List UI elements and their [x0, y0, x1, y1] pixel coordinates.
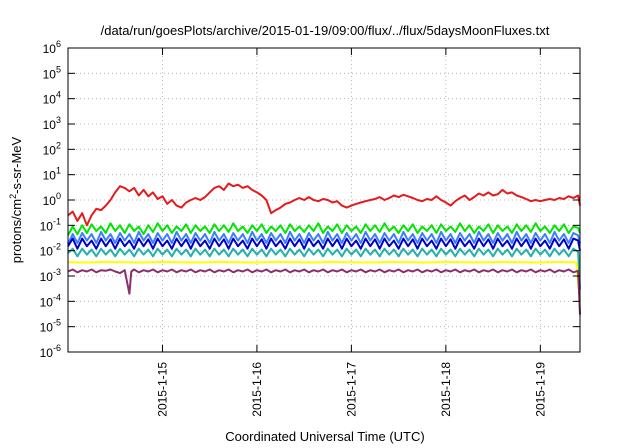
- y-tick-exponent: -4: [53, 292, 61, 302]
- x-tick-label: 2015-1-19: [533, 362, 547, 417]
- y-tick-label: 10-3: [40, 267, 61, 284]
- y-tick-exponent: -6: [53, 343, 61, 353]
- y-axis-title-group: protons/cm2-s-sr-MeV: [8, 136, 24, 263]
- y-tick-label: 105: [43, 64, 61, 81]
- series-line-5: [67, 247, 581, 290]
- y-tick-base: 10: [43, 118, 57, 132]
- y-tick-exponent: -2: [53, 242, 61, 252]
- y-tick-base: 10: [40, 321, 54, 335]
- y-tick-exponent: -3: [53, 267, 61, 277]
- y-tick-label: 104: [43, 90, 61, 107]
- x-tick-label: 2015-1-15: [155, 362, 169, 417]
- y-tick-base: 10: [43, 93, 57, 107]
- y-axis-title: protons/cm2-s-sr-MeV: [8, 136, 24, 263]
- series-line-4: [67, 237, 581, 251]
- y-tick-base: 10: [43, 169, 57, 183]
- y-tick-label: 10-6: [40, 343, 61, 360]
- y-tick-label: 10-2: [40, 242, 61, 259]
- x-tick-label: 2015-1-17: [344, 362, 358, 417]
- y-tick-base: 10: [43, 194, 57, 208]
- y-tick-exponent: 3: [56, 115, 61, 125]
- y-tick-exponent: 0: [56, 191, 61, 201]
- series-line-6: [67, 260, 581, 302]
- y-tick-label: 102: [43, 140, 61, 157]
- x-tick-label: 2015-1-18: [439, 362, 453, 417]
- y-tick-exponent: -1: [53, 216, 61, 226]
- y-tick-base: 10: [40, 295, 54, 309]
- y-tick-exponent: -5: [53, 318, 61, 328]
- y-tick-exponent: 1: [56, 166, 61, 176]
- y-tick-base: 10: [40, 346, 54, 360]
- y-tick-base: 10: [40, 245, 54, 259]
- y-tick-exponent: 5: [56, 64, 61, 74]
- axis-ticks: 10-610-510-410-310-210-11001011021031041…: [40, 39, 580, 417]
- y-tick-base: 10: [40, 219, 54, 233]
- x-tick-label: 2015-1-16: [250, 362, 264, 417]
- y-axis-title-post: -s-sr-MeV: [9, 136, 24, 193]
- y-tick-label: 10-1: [40, 216, 61, 233]
- y-tick-exponent: 6: [56, 39, 61, 49]
- y-axis-title-sup: 2: [8, 194, 18, 199]
- series-line-7: [67, 268, 581, 315]
- x-axis-title: Coordinated Universal Time (UTC): [225, 429, 424, 444]
- y-tick-label: 100: [43, 191, 61, 208]
- y-tick-label: 101: [43, 166, 61, 183]
- y-tick-exponent: 4: [56, 90, 61, 100]
- y-axis-title-pre: protons/cm: [9, 199, 24, 263]
- y-tick-label: 103: [43, 115, 61, 132]
- y-tick-base: 10: [43, 67, 57, 81]
- series-line-3: [67, 230, 581, 245]
- y-tick-label: 106: [43, 39, 61, 56]
- chart-title: /data/run/goesPlots/archive/2015-01-19/0…: [101, 23, 550, 38]
- series-line-1: [67, 182, 581, 227]
- y-tick-label: 10-5: [40, 318, 61, 335]
- series-group: [67, 182, 581, 315]
- y-tick-base: 10: [40, 270, 54, 284]
- series-line-2: [67, 222, 581, 236]
- y-tick-base: 10: [43, 42, 57, 56]
- y-tick-label: 10-4: [40, 292, 61, 309]
- y-tick-exponent: 2: [56, 140, 61, 150]
- y-tick-base: 10: [43, 143, 57, 157]
